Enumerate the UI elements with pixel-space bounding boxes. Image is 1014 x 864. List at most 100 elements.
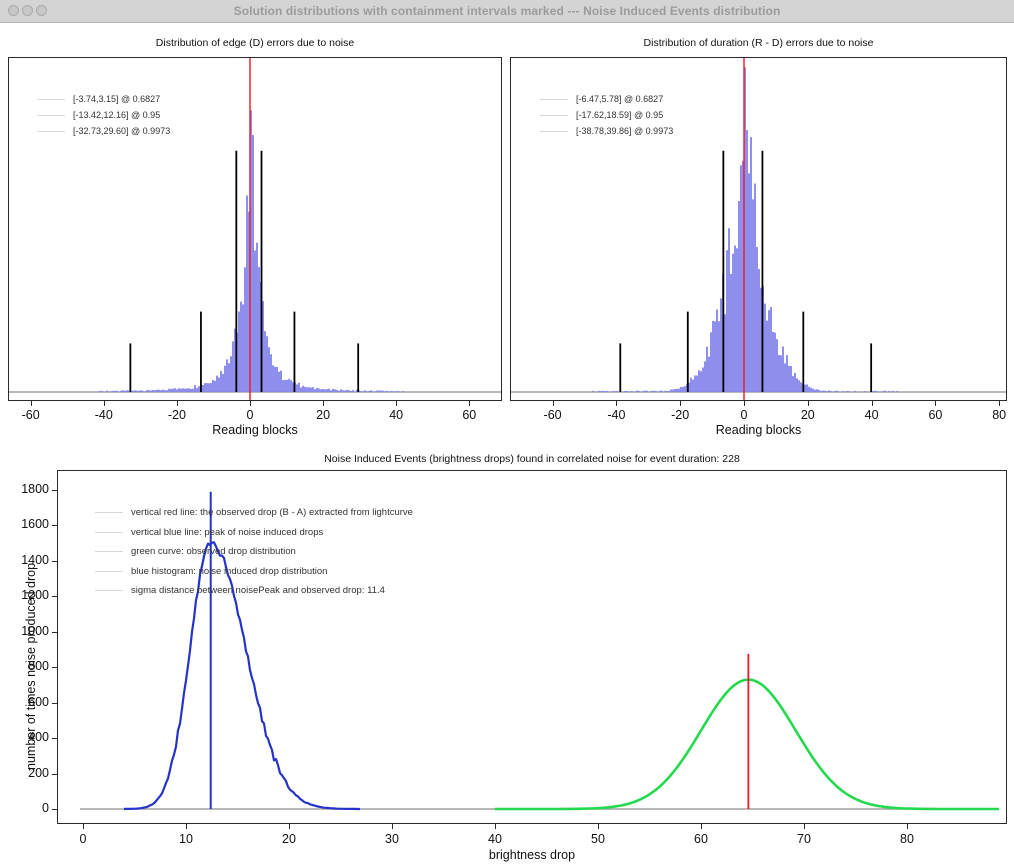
legend-row: [-3.74,3.15] @ 0.6827 [37,94,160,104]
x-tickmark [935,401,937,406]
legend-label: [-38.78,39.86] @ 0.9973 [576,126,674,136]
zoom-button[interactable] [36,5,47,16]
x-tick-label: -20 [671,408,690,422]
y-tick-label: 400 [28,730,49,745]
y-tickmark [52,560,57,562]
legend-label: [-32.73,29.60] @ 0.9973 [73,126,171,136]
x-tickmark [30,401,32,406]
x-tick-label: 80 [992,408,1007,422]
legend-label: [-6.47,5.78] @ 0.6827 [576,94,664,104]
legend-key-line [95,570,123,572]
y-tick-label: 0 [42,801,49,815]
green-curve [495,678,999,811]
x-tickmark [999,401,1001,406]
legend-key-line [37,130,65,132]
duration-errors-canvas [510,57,1007,401]
x-tickmark [907,824,908,829]
x-tickmark [807,401,809,406]
legend-label: vertical red line: the observed drop (B … [131,507,413,518]
x-tick-label: 60 [694,832,708,846]
x-tick-label: 20 [800,408,815,422]
histogram-area [510,67,1007,392]
x-tick-label: 10 [179,832,193,846]
x-tick-label: 60 [928,408,943,422]
x-tickmark [83,824,84,829]
x-tick-label: 70 [797,832,811,846]
x-axis-label: Reading blocks [715,423,802,437]
x-tick-label: 60 [462,408,477,422]
y-tickmark [52,490,57,491]
plot-title: Distribution of duration (R - D) errors … [643,37,874,49]
legend-label: sigma distance between noisePeak and obs… [131,585,385,596]
x-tick-label: -20 [167,408,186,422]
legend-row: [-13.42,12.16] @ 0.95 [37,110,160,120]
legend-key-line [540,114,568,116]
x-tick-label: -40 [94,408,113,422]
x-tick-label: -60 [21,408,40,422]
y-tick-label: 1000 [21,623,49,638]
x-tick-label: 0 [740,408,748,422]
y-tick-label: 1200 [21,588,49,603]
histogram-area [8,110,502,392]
blue-curve [123,541,360,811]
y-tickmark [52,631,57,633]
x-tick-label: 40 [488,832,502,846]
legend-key-line [37,114,65,116]
x-tick-label: 80 [900,832,914,846]
x-tickmark [616,401,618,406]
x-axis-label: Reading blocks [212,423,298,437]
legend-key-line [540,98,568,100]
x-tickmark [871,401,873,406]
y-tick-label: 600 [28,694,49,709]
x-tickmark [396,401,398,406]
legend-row: vertical red line: the observed drop (B … [95,507,413,518]
x-tickmark [250,401,251,406]
y-tick-label: 1600 [21,517,49,532]
x-tickmark [103,401,105,406]
legend-row: vertical blue line: peak of noise induce… [95,527,323,538]
window-title: Solution distributions with containment … [233,4,781,18]
plot-title: Noise Induced Events (brightness drops) … [324,453,740,465]
close-button[interactable] [8,5,19,16]
y-tick-label: 1400 [21,552,49,567]
legend-row: [-38.78,39.86] @ 0.9973 [540,126,673,136]
x-tickmark [469,401,471,406]
legend-label: green curve: observed drop distribution [131,546,296,557]
x-tickmark [495,824,496,829]
noise-events-plot: Noise Induced Events (brightness drops) … [21,453,1007,862]
plot-title: Distribution of edge (D) errors due to n… [155,37,355,49]
x-tickmark [804,824,805,829]
legend-label: vertical blue line: peak of noise induce… [131,526,324,538]
x-tickmark [701,824,702,829]
y-tickmark [52,738,57,740]
legend-row: green curve: observed drop distribution [95,546,296,557]
x-tickmark [744,401,745,406]
y-tickmark [52,809,57,810]
edge-errors-canvas [8,57,502,401]
x-tickmark [598,824,599,829]
edge-errors-plot: Distribution of edge (D) errors due to n… [8,37,502,437]
legend-row: [-6.47,5.78] @ 0.6827 [540,94,663,104]
legend-row: [-17.62,18.59] @ 0.95 [540,110,663,120]
x-tickmark [680,401,682,406]
y-tick-label: 800 [28,659,49,674]
x-tick-label: 40 [864,408,879,422]
y-tickmark [52,667,57,669]
legend-row: blue histogram: noise induced drop distr… [95,566,327,577]
minimize-button[interactable] [22,5,33,16]
window-titlebar: Solution distributions with containment … [0,0,1014,23]
legend-key-line [540,130,568,132]
y-tick-label: 1800 [21,482,49,496]
legend-key-line [95,551,123,552]
noise-events-canvas [79,491,999,811]
legend-row: sigma distance between noisePeak and obs… [95,585,385,596]
x-tick-label: 0 [246,408,254,422]
legend-key-line [95,590,123,591]
y-tick-label: 200 [28,765,49,780]
x-tick-label: -60 [543,408,562,422]
x-tickmark [176,401,178,406]
legend-key-line [37,98,65,100]
x-tick-label: 0 [79,832,87,846]
x-tick-label: 30 [385,832,399,846]
x-tick-label: 20 [282,832,296,846]
